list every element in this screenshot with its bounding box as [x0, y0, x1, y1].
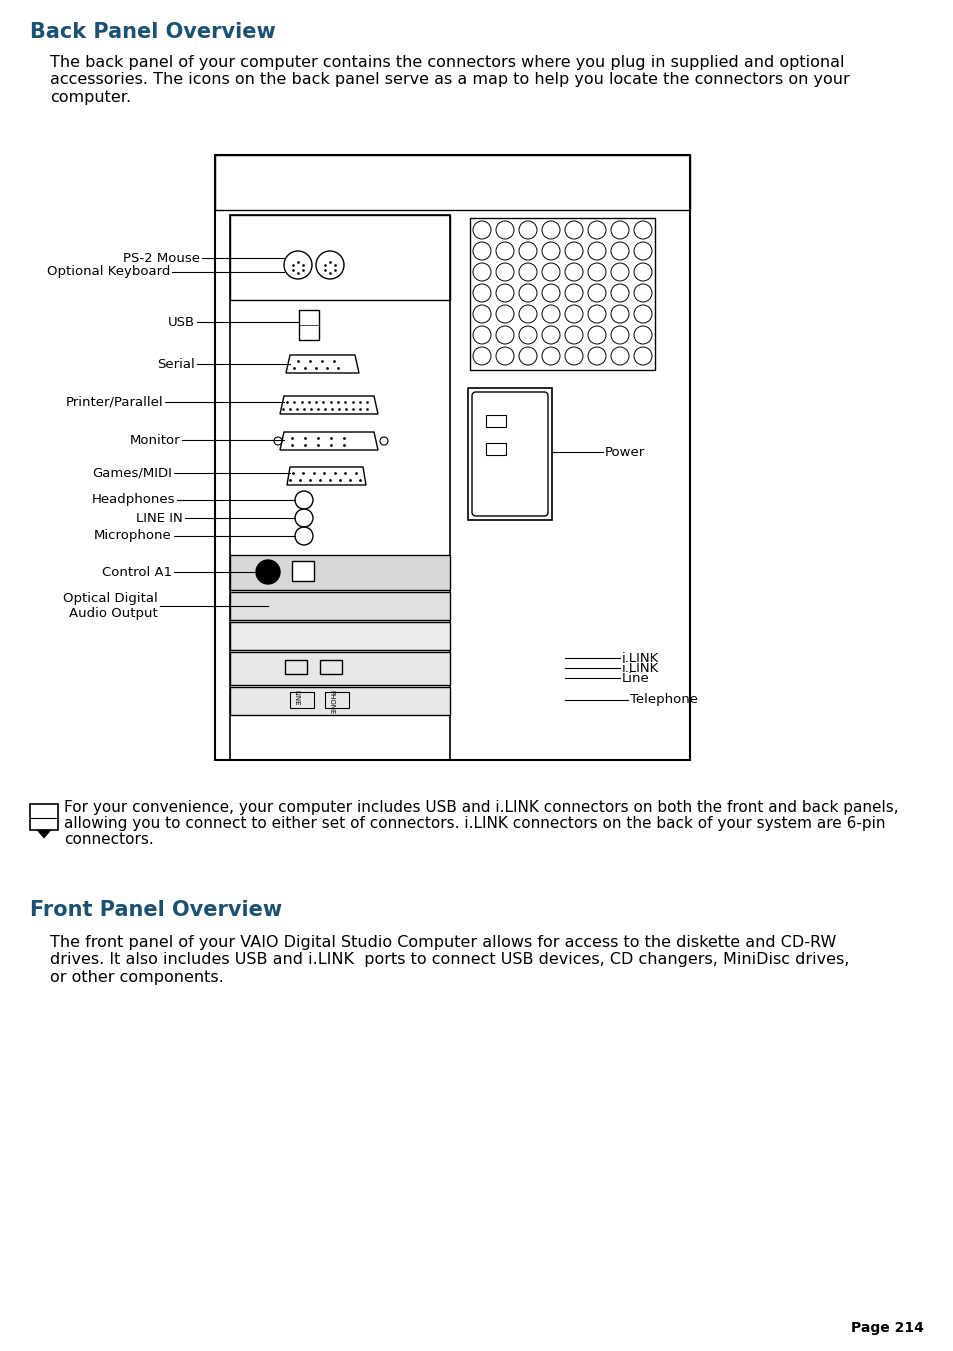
Text: Back Panel Overview: Back Panel Overview [30, 22, 275, 42]
Text: Microphone: Microphone [94, 530, 172, 543]
Bar [485, 443, 505, 455]
Bar [319, 661, 341, 674]
Circle shape [255, 561, 280, 584]
Bar [285, 661, 307, 674]
Text: i.LINK: i.LINK [621, 651, 659, 665]
Text: Control A1: Control A1 [102, 566, 172, 578]
Bar [230, 621, 450, 650]
Text: PS-2 Mouse: PS-2 Mouse [123, 251, 200, 265]
Polygon shape [37, 830, 51, 838]
Text: i.LINK: i.LINK [621, 662, 659, 674]
Bar [325, 692, 349, 708]
Text: LINE: LINE [293, 690, 298, 705]
Bar [298, 309, 318, 340]
Text: Line: Line [621, 671, 649, 685]
Text: USB: USB [168, 316, 194, 328]
Bar [290, 692, 314, 708]
Bar [292, 561, 314, 581]
Text: allowing you to connect to either set of connectors. i.LINK connectors on the ba: allowing you to connect to either set of… [64, 816, 884, 831]
Text: Optical Digital
Audio Output: Optical Digital Audio Output [63, 592, 158, 620]
Text: Serial: Serial [157, 358, 194, 370]
Text: Power: Power [604, 446, 644, 458]
Text: The front panel of your VAIO Digital Studio Computer allows for access to the di: The front panel of your VAIO Digital Stu… [50, 935, 848, 985]
Text: Printer/Parallel: Printer/Parallel [66, 396, 163, 408]
Bar [30, 804, 58, 830]
Text: Monitor: Monitor [130, 434, 180, 446]
Text: PHONE: PHONE [328, 690, 334, 715]
Text: Telephone: Telephone [629, 693, 698, 707]
Bar [230, 688, 450, 715]
Bar [230, 653, 450, 685]
Text: Headphones: Headphones [91, 493, 174, 507]
Text: Page 214: Page 214 [850, 1321, 923, 1335]
Text: Games/MIDI: Games/MIDI [92, 466, 172, 480]
Text: The back panel of your computer contains the connectors where you plug in suppli: The back panel of your computer contains… [50, 55, 849, 105]
Bar [485, 415, 505, 427]
Text: LINE IN: LINE IN [136, 512, 183, 524]
Text: Optional Keyboard: Optional Keyboard [47, 266, 170, 278]
Text: connectors.: connectors. [64, 832, 153, 847]
Text: Front Panel Overview: Front Panel Overview [30, 900, 282, 920]
Bar [468, 388, 552, 520]
Bar [230, 555, 450, 590]
Bar [230, 592, 450, 620]
Text: For your convenience, your computer includes USB and i.LINK connectors on both t: For your convenience, your computer incl… [64, 800, 898, 815]
Bar [470, 218, 655, 370]
